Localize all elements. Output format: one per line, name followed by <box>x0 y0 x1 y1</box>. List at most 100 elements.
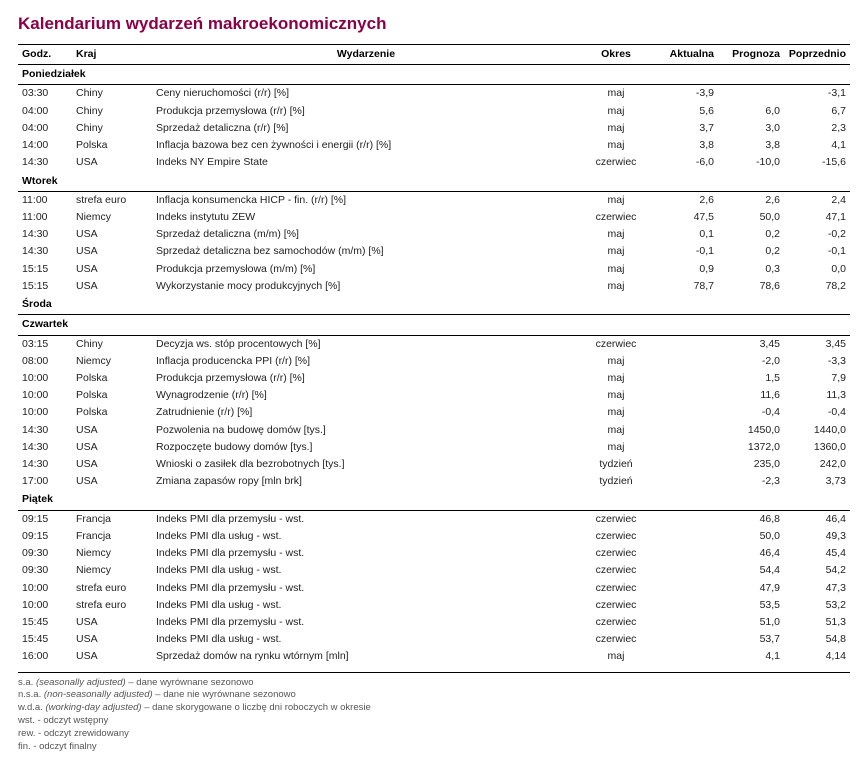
table-header-row: Godz. Kraj Wydarzenie Okres Aktualna Pro… <box>18 45 850 65</box>
footnote-line: rew. - odczyt zrewidowany <box>18 728 850 741</box>
cell-country: Chiny <box>72 335 152 353</box>
cell-actual <box>652 473 718 490</box>
cell-country: strefa euro <box>72 580 152 597</box>
table-row: 14:30USARozpoczęte budowy domów [tys.]ma… <box>18 439 850 456</box>
cell-actual: 47,5 <box>652 209 718 226</box>
cell-previous: 11,3 <box>784 387 850 404</box>
cell-country: USA <box>72 439 152 456</box>
cell-country: Polska <box>72 404 152 421</box>
cell-time: 14:30 <box>18 154 72 171</box>
cell-actual: 78,7 <box>652 278 718 295</box>
table-row: 09:30NiemcyIndeks PMI dla usług - wst.cz… <box>18 562 850 579</box>
cell-actual <box>652 387 718 404</box>
cell-event: Produkcja przemysłowa (m/m) [%] <box>152 261 580 278</box>
cell-actual <box>652 456 718 473</box>
cell-event: Inflacja producencka PPI (r/r) [%] <box>152 353 580 370</box>
cell-time: 14:30 <box>18 456 72 473</box>
cell-period: czerwiec <box>580 154 652 171</box>
cell-event: Zatrudnienie (r/r) [%] <box>152 404 580 421</box>
day-header-row: Czwartek <box>18 315 850 335</box>
cell-actual: -3,9 <box>652 85 718 103</box>
cell-event: Wynagrodzenie (r/r) [%] <box>152 387 580 404</box>
cell-country: Polska <box>72 387 152 404</box>
cell-time: 04:00 <box>18 103 72 120</box>
cell-time: 10:00 <box>18 370 72 387</box>
cell-previous: 54,2 <box>784 562 850 579</box>
cell-event: Zmiana zapasów ropy [mln brk] <box>152 473 580 490</box>
table-row: 14:30USAWnioski o zasiłek dla bezrobotny… <box>18 456 850 473</box>
cell-forecast: 53,7 <box>718 631 784 648</box>
cell-period: maj <box>580 137 652 154</box>
cell-country: Niemcy <box>72 209 152 226</box>
cell-forecast: 235,0 <box>718 456 784 473</box>
cell-event: Sprzedaż detaliczna (m/m) [%] <box>152 226 580 243</box>
table-row: 09:15FrancjaIndeks PMI dla przemysłu - w… <box>18 510 850 528</box>
day-header-row: Poniedziałek <box>18 65 850 85</box>
cell-forecast: -0,4 <box>718 404 784 421</box>
cell-previous: -15,6 <box>784 154 850 171</box>
cell-forecast: 0,3 <box>718 261 784 278</box>
cell-previous: -3,1 <box>784 85 850 103</box>
cell-period: tydzień <box>580 473 652 490</box>
cell-event: Indeks instytutu ZEW <box>152 209 580 226</box>
cell-event: Wykorzystanie mocy produkcyjnych [%] <box>152 278 580 295</box>
cell-period: maj <box>580 85 652 103</box>
cell-actual <box>652 422 718 439</box>
cell-period: maj <box>580 103 652 120</box>
cell-country: Niemcy <box>72 562 152 579</box>
cell-actual <box>652 597 718 614</box>
cell-country: USA <box>72 422 152 439</box>
cell-event: Produkcja przemysłowa (r/r) [%] <box>152 370 580 387</box>
cell-forecast: -10,0 <box>718 154 784 171</box>
cell-event: Sprzedaż detaliczna (r/r) [%] <box>152 120 580 137</box>
cell-forecast: 53,5 <box>718 597 784 614</box>
table-row: 09:30NiemcyIndeks PMI dla przemysłu - ws… <box>18 545 850 562</box>
col-time: Godz. <box>18 45 72 65</box>
cell-previous: 1440,0 <box>784 422 850 439</box>
cell-forecast: -2,3 <box>718 473 784 490</box>
day-label: Piątek <box>18 490 850 510</box>
cell-time: 11:00 <box>18 209 72 226</box>
cell-period: czerwiec <box>580 597 652 614</box>
cell-forecast: 0,2 <box>718 243 784 260</box>
cell-previous: 7,9 <box>784 370 850 387</box>
cell-previous: 45,4 <box>784 545 850 562</box>
cell-country: USA <box>72 154 152 171</box>
table-row: 14:30USASprzedaż detaliczna (m/m) [%]maj… <box>18 226 850 243</box>
day-header-row: Wtorek <box>18 172 850 192</box>
table-row: 15:15USAProdukcja przemysłowa (m/m) [%]m… <box>18 261 850 278</box>
cell-forecast: 3,45 <box>718 335 784 353</box>
cell-previous: 2,4 <box>784 191 850 209</box>
cell-country: Chiny <box>72 120 152 137</box>
table-row: 03:15ChinyDecyzja ws. stóp procentowych … <box>18 335 850 353</box>
cell-previous: 1360,0 <box>784 439 850 456</box>
cell-country: strefa euro <box>72 191 152 209</box>
cell-actual: 0,1 <box>652 226 718 243</box>
cell-event: Indeks PMI dla usług - wst. <box>152 597 580 614</box>
cell-country: USA <box>72 473 152 490</box>
col-period: Okres <box>580 45 652 65</box>
table-row: 14:00PolskaInflacja bazowa bez cen żywno… <box>18 137 850 154</box>
cell-forecast: 46,8 <box>718 510 784 528</box>
cell-time: 14:00 <box>18 137 72 154</box>
cell-actual <box>652 353 718 370</box>
cell-time: 14:30 <box>18 243 72 260</box>
cell-actual: 5,6 <box>652 103 718 120</box>
cell-period: czerwiec <box>580 209 652 226</box>
cell-forecast: 3,0 <box>718 120 784 137</box>
cell-previous: 3,45 <box>784 335 850 353</box>
day-header-row: Piątek <box>18 490 850 510</box>
cell-country: Polska <box>72 137 152 154</box>
cell-forecast: 51,0 <box>718 614 784 631</box>
table-row: 10:00PolskaWynagrodzenie (r/r) [%]maj11,… <box>18 387 850 404</box>
cell-event: Indeks PMI dla przemysłu - wst. <box>152 510 580 528</box>
cell-country: USA <box>72 648 152 665</box>
cell-previous: 54,8 <box>784 631 850 648</box>
cell-actual: -0,1 <box>652 243 718 260</box>
table-row: 14:30USAIndeks NY Empire Stateczerwiec-6… <box>18 154 850 171</box>
day-label: Wtorek <box>18 172 850 192</box>
cell-event: Indeks PMI dla usług - wst. <box>152 631 580 648</box>
cell-forecast: 4,1 <box>718 648 784 665</box>
cell-country: USA <box>72 614 152 631</box>
cell-previous: 2,3 <box>784 120 850 137</box>
